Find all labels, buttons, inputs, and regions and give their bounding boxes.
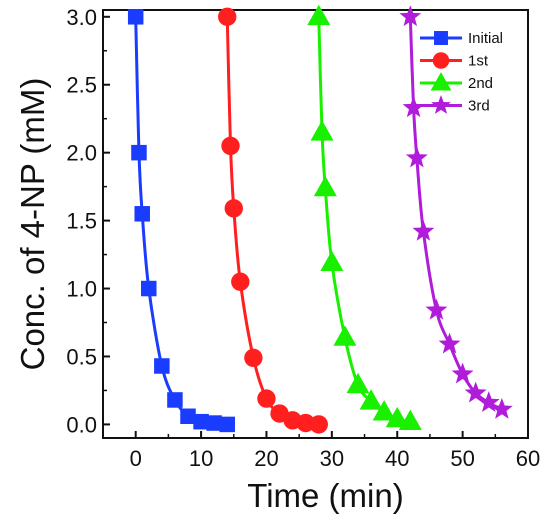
y-axis-title: Conc. of 4-NP (mM)	[14, 78, 51, 371]
y-tick-label: 3.0	[66, 5, 97, 30]
series-line-2nd	[317, 16, 411, 424]
data-point-initial	[141, 280, 157, 297]
data-point-1st	[231, 272, 250, 291]
data-point-3rd	[405, 146, 428, 168]
y-tick-label: 0.0	[66, 412, 97, 437]
plot-frame	[102, 9, 529, 439]
x-tick-label: 10	[189, 446, 213, 471]
x-tick-label: 60	[516, 446, 540, 471]
data-point-initial	[206, 415, 222, 431]
data-point-2nd	[307, 4, 331, 26]
legend-item-initial: Initial	[420, 30, 503, 47]
data-point-2nd	[398, 409, 422, 430]
legend-item-2nd: 2nd	[420, 72, 493, 92]
x-tick-label: 50	[450, 446, 474, 471]
data-point-initial	[154, 358, 170, 374]
data-point-2nd	[385, 406, 409, 428]
data-point-2nd	[372, 400, 396, 421]
series-layer	[127, 4, 513, 434]
x-axis-title: Time (min)	[247, 477, 403, 514]
data-point-2nd	[313, 175, 337, 197]
data-point-1st	[309, 415, 328, 434]
series-line-1st	[225, 16, 319, 426]
legend-label: 2nd	[468, 75, 493, 92]
data-point-1st	[221, 136, 240, 156]
legend: Initial 1st 2nd 3rd	[420, 30, 503, 115]
data-point-initial	[134, 206, 150, 222]
y-tick-label: 2.5	[66, 73, 97, 98]
data-point-3rd	[464, 381, 487, 403]
data-point-1st	[244, 348, 263, 368]
series-3rd	[399, 5, 513, 419]
legend-marker	[431, 95, 451, 114]
data-point-2nd	[346, 372, 370, 394]
series-1st	[218, 7, 328, 434]
x-tick-label: 40	[385, 446, 409, 471]
legend-label: 1st	[468, 53, 489, 70]
data-point-3rd	[490, 397, 513, 419]
data-point-3rd	[425, 298, 448, 320]
data-point-2nd	[320, 250, 344, 272]
data-point-3rd	[412, 219, 435, 241]
y-tick-label: 1.5	[66, 209, 97, 234]
data-point-initial	[219, 416, 235, 433]
data-point-2nd	[359, 389, 383, 410]
data-point-3rd	[451, 362, 474, 384]
series-initial	[127, 9, 235, 433]
data-point-initial	[193, 413, 209, 430]
data-point-initial	[180, 408, 196, 425]
data-point-2nd	[333, 325, 357, 346]
data-point-initial	[131, 144, 147, 161]
data-point-3rd	[438, 332, 461, 354]
legend-item-1st: 1st	[420, 52, 489, 70]
data-point-3rd	[402, 96, 425, 118]
x-tick-label: 30	[320, 446, 344, 471]
legend-marker	[434, 31, 448, 45]
legend-label: Initial	[468, 30, 503, 47]
data-point-2nd	[310, 120, 334, 141]
data-point-initial	[127, 9, 144, 25]
y-tick-label: 1.0	[66, 277, 97, 302]
legend-marker	[430, 72, 452, 91]
legend-label: 3rd	[468, 98, 490, 115]
x-tick-label: 0	[130, 446, 142, 471]
data-point-initial	[167, 392, 183, 408]
data-point-3rd	[399, 5, 422, 27]
y-tick-label: 2.0	[66, 141, 97, 166]
data-point-1st	[224, 199, 243, 218]
y-tick-label: 0.5	[66, 344, 97, 369]
x-tick-label: 20	[254, 446, 278, 471]
data-point-3rd	[477, 391, 500, 412]
data-point-1st	[218, 7, 237, 26]
axis-ticks: 0 10 20 30 40 50 60 0.0 0.5 1.0 1.5 2.0 2.5 3.0	[66, 5, 540, 471]
series-2nd	[307, 4, 422, 430]
data-point-1st	[257, 389, 276, 408]
legend-marker	[432, 52, 450, 69]
legend-item-3rd: 3rd	[420, 95, 490, 115]
